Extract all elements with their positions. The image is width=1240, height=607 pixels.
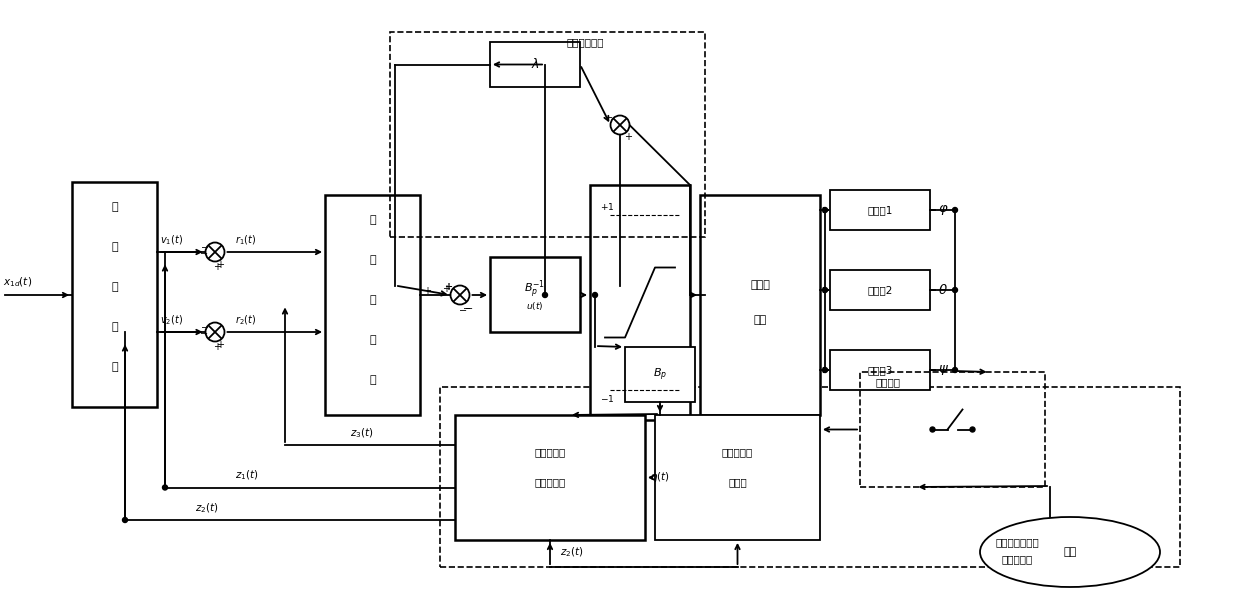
Text: $-$: $-$	[463, 302, 471, 312]
Text: $+$: $+$	[217, 339, 226, 350]
Text: 预测器: 预测器	[728, 478, 746, 487]
Text: 性: 性	[370, 295, 376, 305]
Text: 传感器3: 传感器3	[867, 365, 893, 375]
Bar	[830, 190, 930, 230]
Text: 抗饱和补偿器: 抗饱和补偿器	[567, 37, 604, 47]
Bar	[830, 270, 930, 310]
Text: $r_2(t)$: $r_2(t)$	[236, 313, 257, 327]
Text: $+$: $+$	[217, 259, 226, 270]
Text: 跟: 跟	[112, 202, 118, 212]
Bar	[701, 195, 820, 415]
Circle shape	[593, 293, 598, 297]
Text: $-$: $-$	[465, 302, 474, 312]
Circle shape	[206, 322, 224, 342]
Text: $-$: $-$	[201, 241, 210, 251]
Text: 器: 器	[112, 362, 118, 372]
Circle shape	[822, 288, 827, 293]
Text: $-$: $-$	[604, 111, 614, 121]
Text: $B_p^{-1}$: $B_p^{-1}$	[525, 279, 546, 300]
Bar	[655, 415, 820, 540]
Text: 线: 线	[370, 255, 376, 265]
Text: $+$: $+$	[625, 131, 634, 141]
Text: $\theta$: $\theta$	[937, 283, 947, 297]
Text: $-1$: $-1$	[600, 393, 615, 404]
Text: $-$: $-$	[200, 327, 208, 337]
Text: $+$: $+$	[444, 280, 454, 291]
Text: 微: 微	[112, 282, 118, 292]
Text: 传感器1: 传感器1	[867, 205, 893, 215]
Bar	[455, 415, 645, 540]
Ellipse shape	[980, 517, 1159, 587]
Text: $+$: $+$	[443, 282, 451, 294]
Text: $-$: $-$	[459, 304, 467, 314]
Circle shape	[543, 293, 548, 297]
Bar	[391, 32, 706, 237]
Text: $+1$: $+1$	[600, 202, 615, 212]
Text: $r_1(t)$: $r_1(t)$	[236, 234, 257, 247]
Text: $\psi$: $\psi$	[937, 363, 949, 377]
Bar	[490, 42, 580, 87]
Circle shape	[162, 485, 167, 490]
Text: 非: 非	[370, 215, 376, 225]
Text: 网络协议: 网络协议	[875, 377, 900, 387]
Bar	[830, 350, 930, 390]
Text: $+$: $+$	[213, 341, 222, 351]
Bar	[490, 257, 580, 332]
Text: 状态观测器: 状态观测器	[1002, 554, 1033, 564]
Text: $z_3(t)$: $z_3(t)$	[350, 426, 373, 440]
Text: $\lambda$: $\lambda$	[531, 58, 539, 72]
Text: 非线性扩张: 非线性扩张	[534, 447, 565, 458]
Text: $+$: $+$	[423, 285, 432, 296]
Text: $u(t)$: $u(t)$	[526, 300, 543, 313]
Text: $z_2(t)$: $z_2(t)$	[560, 545, 584, 559]
Text: $+$: $+$	[444, 280, 454, 291]
Text: 状态观测器: 状态观测器	[534, 478, 565, 487]
Text: 传感器2: 传感器2	[867, 285, 893, 295]
Bar	[625, 347, 694, 402]
Bar	[861, 372, 1045, 487]
Circle shape	[930, 427, 935, 432]
Circle shape	[610, 115, 630, 135]
Circle shape	[970, 427, 975, 432]
Text: 分: 分	[112, 322, 118, 332]
Bar	[440, 387, 1180, 567]
Circle shape	[206, 243, 224, 262]
Circle shape	[123, 518, 128, 523]
Text: $\eta(t)$: $\eta(t)$	[650, 470, 670, 484]
Circle shape	[822, 367, 827, 373]
Text: $\varphi$: $\varphi$	[937, 203, 949, 217]
Text: $-$: $-$	[200, 247, 208, 257]
Text: 踪: 踪	[112, 242, 118, 252]
Text: $B_p$: $B_p$	[653, 366, 667, 382]
Text: 采样间输出: 采样间输出	[722, 447, 753, 458]
Circle shape	[952, 208, 957, 212]
Text: $+$: $+$	[213, 260, 222, 271]
Circle shape	[952, 288, 957, 293]
Text: $v_1(t)$: $v_1(t)$	[160, 234, 184, 247]
Circle shape	[450, 285, 470, 305]
Text: 系统: 系统	[754, 315, 766, 325]
Bar	[325, 195, 420, 415]
Bar	[590, 185, 689, 420]
Bar	[72, 182, 157, 407]
Text: $z_1(t)$: $z_1(t)$	[236, 469, 259, 483]
Circle shape	[952, 367, 957, 373]
Text: $z_2(t)$: $z_2(t)$	[195, 501, 218, 515]
Text: 航天器: 航天器	[750, 280, 770, 290]
Text: $x_{1d}(t)$: $x_{1d}(t)$	[2, 276, 32, 289]
Text: 网络: 网络	[1064, 547, 1076, 557]
Circle shape	[822, 208, 827, 212]
Text: 组: 组	[370, 335, 376, 345]
Text: $-$: $-$	[201, 321, 210, 331]
Text: $v_2(t)$: $v_2(t)$	[160, 313, 184, 327]
Text: 合: 合	[370, 375, 376, 385]
Text: 非线性采样扩张: 非线性采样扩张	[996, 537, 1039, 547]
